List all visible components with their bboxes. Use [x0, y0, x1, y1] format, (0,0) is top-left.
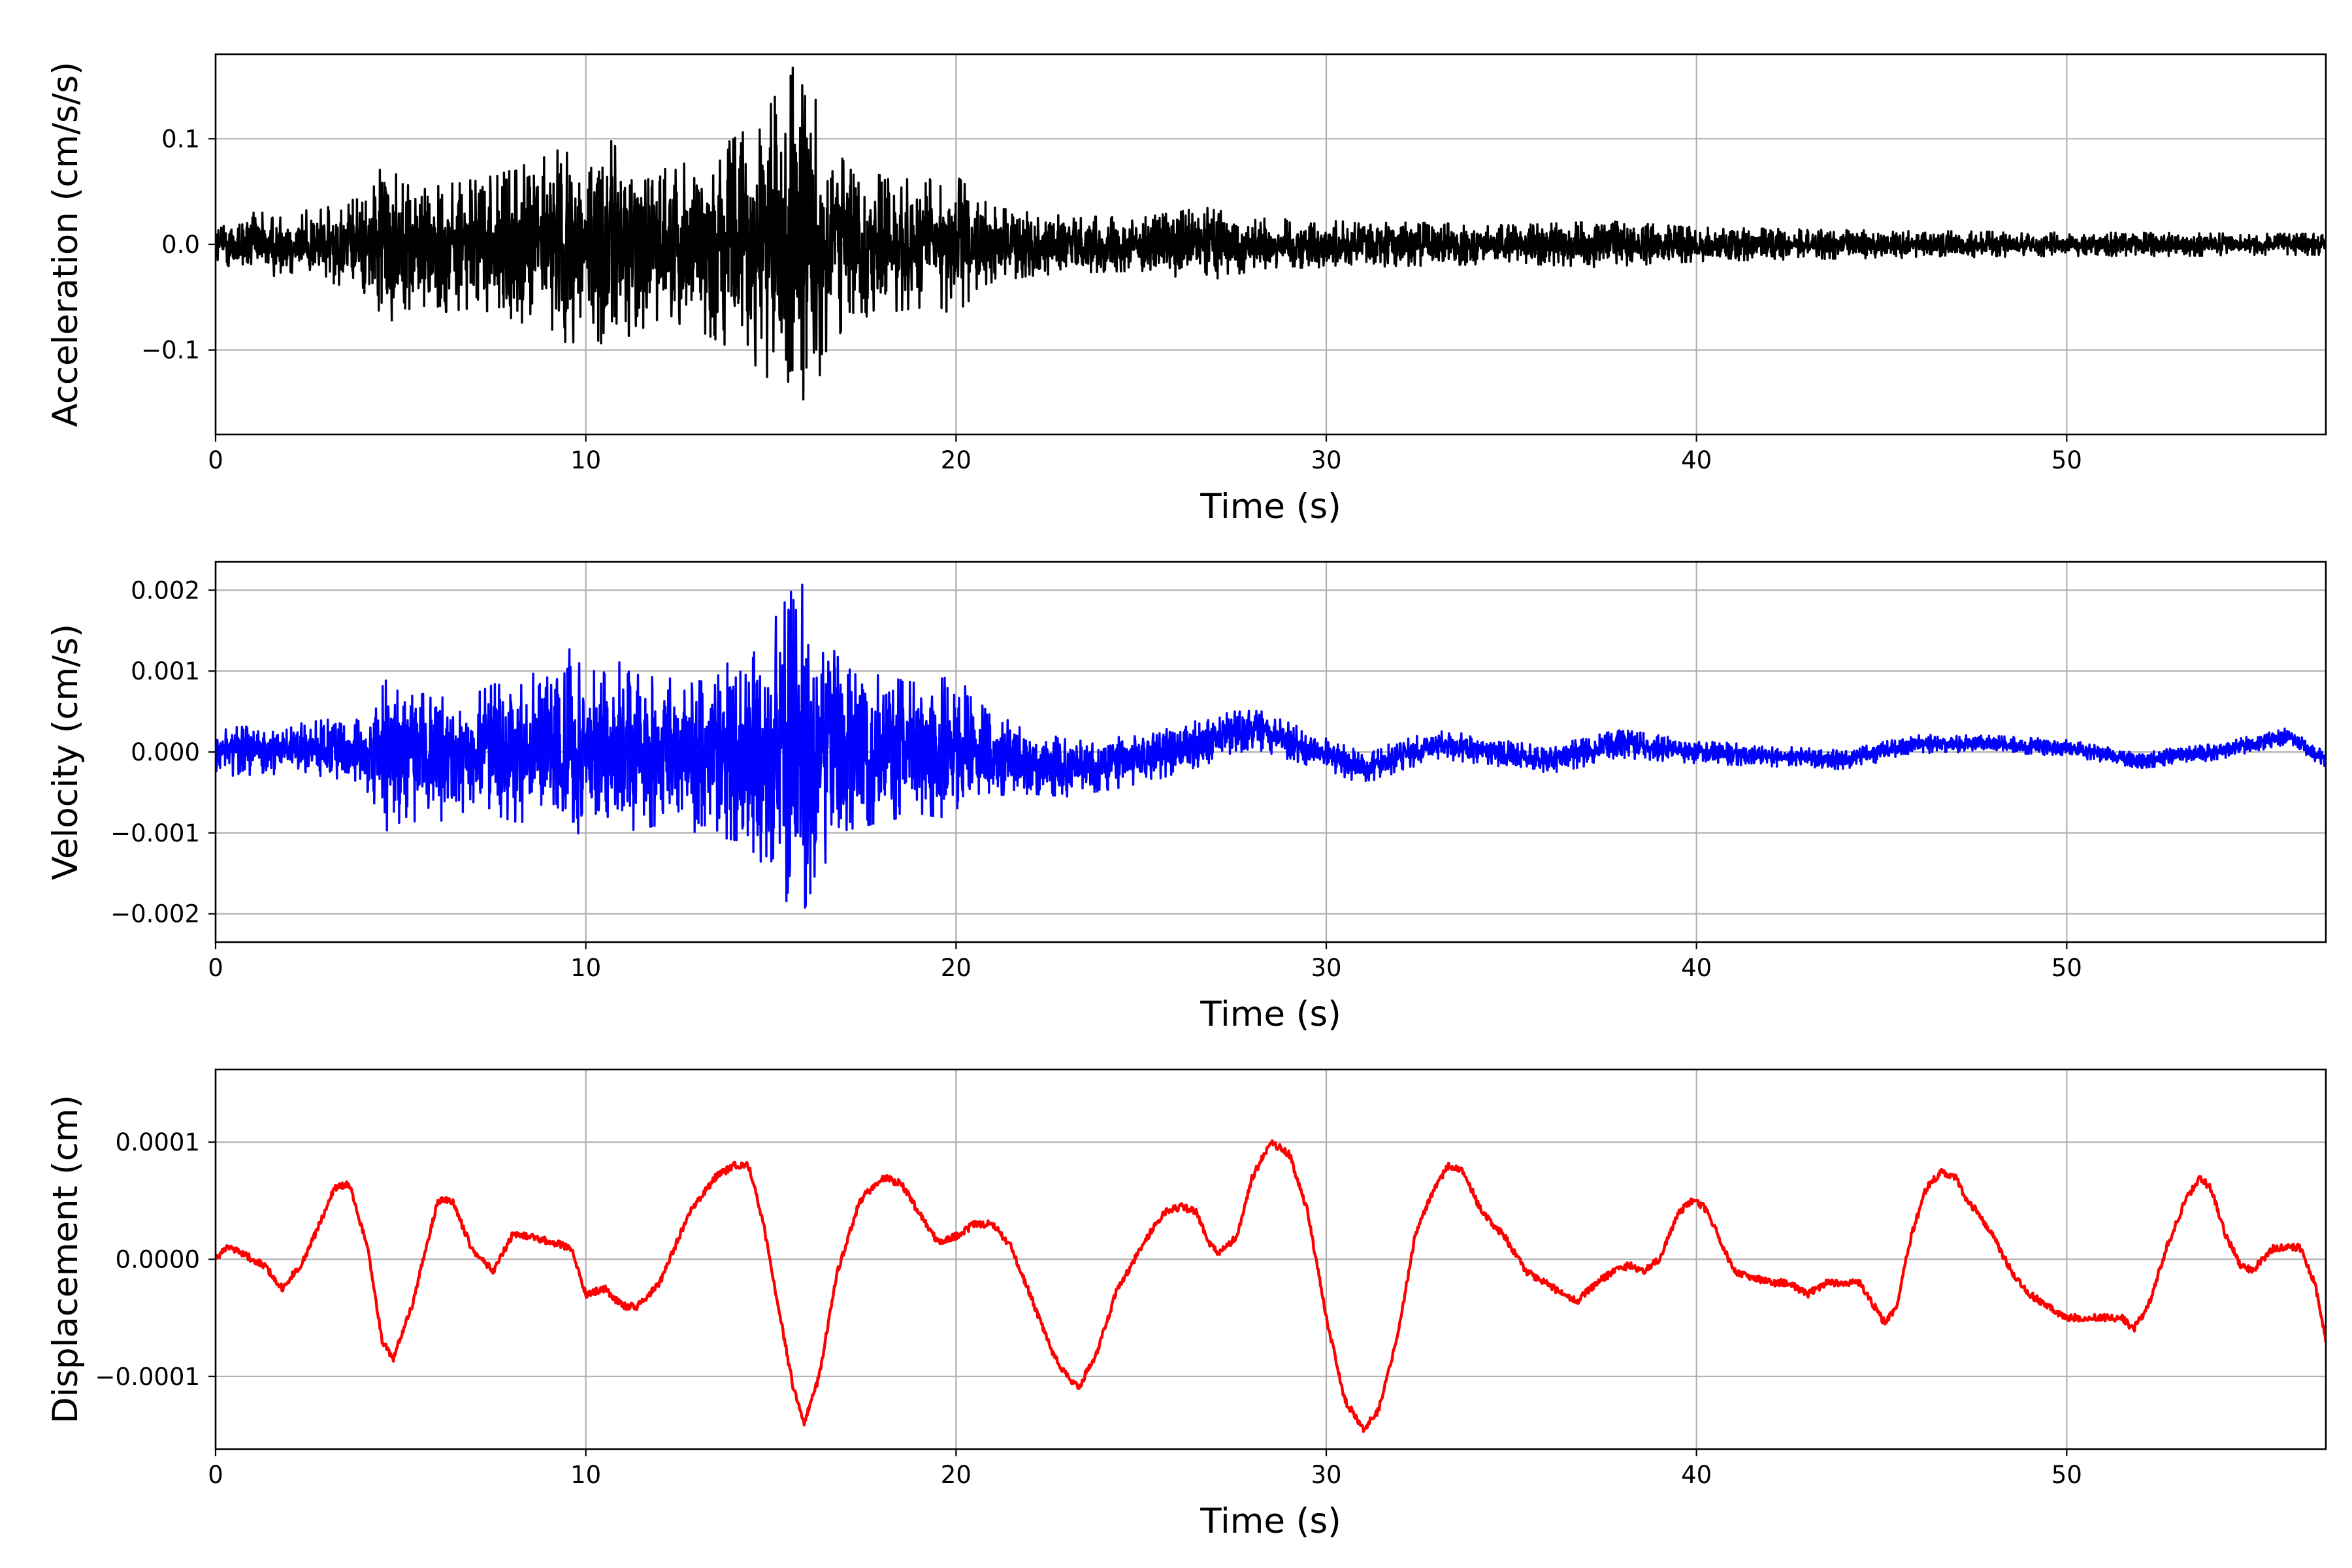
x-axis: 0 10 20 30 40 50 — [208, 434, 2082, 474]
y-tick-label: 0.000 — [131, 738, 200, 766]
series-line — [216, 1139, 2326, 1433]
y-tick-label: 0.0001 — [116, 1128, 200, 1156]
x-tick-label: 30 — [1311, 954, 1341, 982]
x-tick-label: 20 — [941, 954, 972, 982]
y-axis: −0.0001 0.0000 0.0001 — [95, 1128, 216, 1391]
x-axis-label: Time (s) — [1200, 994, 1341, 1034]
x-axis-label: Time (s) — [1200, 487, 1341, 527]
x-tick-label: 10 — [570, 1461, 601, 1489]
x-tick-label: 40 — [1681, 1461, 1712, 1489]
y-tick-label: 0.001 — [131, 657, 200, 685]
y-tick-label: 0.0000 — [116, 1246, 200, 1274]
x-tick-label: 40 — [1681, 954, 1712, 982]
x-tick-label: 30 — [1311, 1461, 1341, 1489]
x-axis-label: Time (s) — [1200, 1501, 1341, 1541]
x-tick-label: 10 — [570, 954, 601, 982]
x-tick-label: 30 — [1311, 446, 1341, 474]
y-tick-label: −0.001 — [110, 819, 200, 847]
y-axis-label: Acceleration (cm/s/s) — [46, 61, 86, 427]
displacement-panel: 0 10 20 30 40 50 −0.0001 0.0000 0.0001 Time (s)… — [46, 1068, 2327, 1541]
x-tick-label: 0 — [208, 1461, 223, 1489]
x-tick-label: 20 — [941, 446, 972, 474]
x-tick-label: 40 — [1681, 446, 1712, 474]
velocity-waveform — [216, 583, 2326, 909]
y-axis: −0.1 0.0 0.1 — [141, 125, 216, 365]
y-tick-label: −0.0001 — [95, 1363, 200, 1391]
x-tick-label: 0 — [208, 446, 223, 474]
x-axis: 0 10 20 30 40 50 — [208, 942, 2082, 982]
y-tick-label: −0.002 — [110, 900, 200, 928]
series-line — [216, 66, 2326, 400]
x-axis: 0 10 20 30 40 50 — [208, 1449, 2082, 1489]
y-tick-label: −0.1 — [141, 336, 200, 365]
y-tick-label: 0.002 — [131, 576, 200, 604]
x-tick-label: 0 — [208, 954, 223, 982]
y-axis: −0.002 −0.001 0.000 0.001 0.002 — [110, 576, 216, 928]
x-tick-label: 50 — [2051, 446, 2082, 474]
x-tick-label: 50 — [2051, 954, 2082, 982]
x-tick-label: 20 — [941, 1461, 972, 1489]
y-axis-label: Velocity (cm/s) — [46, 624, 86, 880]
y-tick-label: 0.1 — [161, 125, 200, 153]
x-tick-label: 10 — [570, 446, 601, 474]
series-line — [216, 583, 2326, 909]
displacement-waveform — [216, 1139, 2326, 1433]
acceleration-waveform — [216, 66, 2326, 400]
acceleration-panel: 0 10 20 30 40 50 −0.1 0.0 0.1 Time (s) Accelera… — [46, 53, 2327, 527]
y-axis-label: Displacement (cm) — [46, 1095, 86, 1424]
y-tick-label: 0.0 — [161, 231, 200, 259]
x-tick-label: 50 — [2051, 1461, 2082, 1489]
velocity-panel: 0 10 20 30 40 50 −0.002−0.0010.0000.0010.002 … — [46, 561, 2327, 1034]
